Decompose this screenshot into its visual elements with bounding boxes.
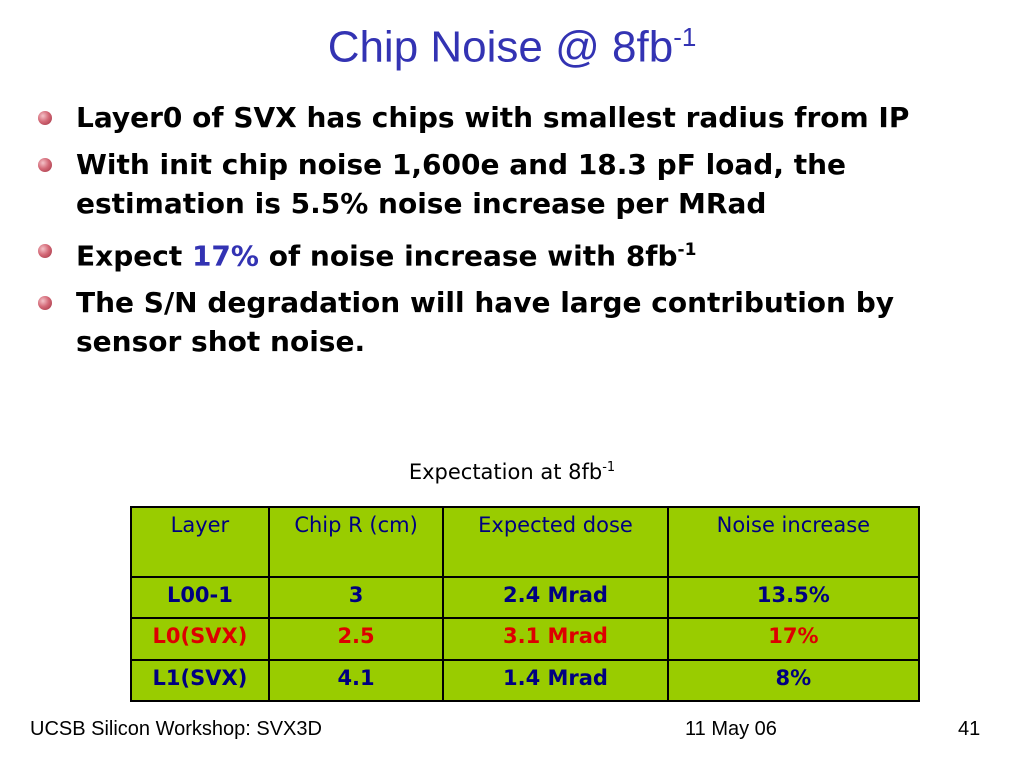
bullet-item: Expect 17% of noise increase with 8fb-1 <box>30 231 990 275</box>
table-row-highlight: L0(SVX) 2.5 3.1 Mrad 17% <box>130 617 921 661</box>
noise-table: Layer Chip R (cm) Expected dose Noise in… <box>130 506 921 703</box>
table-cell: 2.5 <box>267 617 445 661</box>
table-header-row: Layer Chip R (cm) Expected dose Noise in… <box>130 506 921 578</box>
table-header-cell: Noise increase <box>666 506 921 578</box>
table-cell: 3.1 Mrad <box>442 617 669 661</box>
bullet-dot-icon <box>38 158 52 172</box>
bullet-list: Layer0 of SVX has chips with smallest ra… <box>30 98 990 369</box>
table-cell: L1(SVX) <box>130 658 270 703</box>
footer-left: UCSB Silicon Workshop: SVX3D <box>30 718 322 740</box>
table-cell: L00-1 <box>130 575 270 620</box>
table-cell: 3 <box>267 575 445 620</box>
table-cell: 8% <box>666 658 921 703</box>
footer-date: 11 May 06 <box>685 718 777 740</box>
table-cell: 4.1 <box>267 658 445 703</box>
table-cell: 1.4 Mrad <box>442 658 669 703</box>
bullet-item: With init chip noise 1,600e and 18.3 pF … <box>30 145 990 223</box>
bullet-dot-icon <box>38 244 52 258</box>
bullet-item: Layer0 of SVX has chips with smallest ra… <box>30 98 990 137</box>
table-header-cell: Chip R (cm) <box>267 506 445 578</box>
table-header-cell: Expected dose <box>442 506 669 578</box>
table-cell: 13.5% <box>666 575 921 620</box>
table-row: L1(SVX) 4.1 1.4 Mrad 8% <box>130 658 921 703</box>
table-cell: L0(SVX) <box>130 617 270 661</box>
table-caption: Expectation at 8fb-1 <box>408 460 616 484</box>
bullet-dot-icon <box>38 296 52 311</box>
table-cell: 2.4 Mrad <box>442 575 669 620</box>
table-cell: 17% <box>666 617 921 661</box>
slide-title: Chip Noise @ 8fb-1 <box>327 22 697 72</box>
table-row: L00-1 3 2.4 Mrad 13.5% <box>130 575 921 620</box>
bullet-dot-icon <box>38 111 52 125</box>
table-header-cell: Layer <box>130 506 270 578</box>
bullet-item: The S/N degradation will have large cont… <box>30 283 990 361</box>
page-number: 41 <box>958 718 981 740</box>
highlight-value: 17% <box>191 239 259 273</box>
